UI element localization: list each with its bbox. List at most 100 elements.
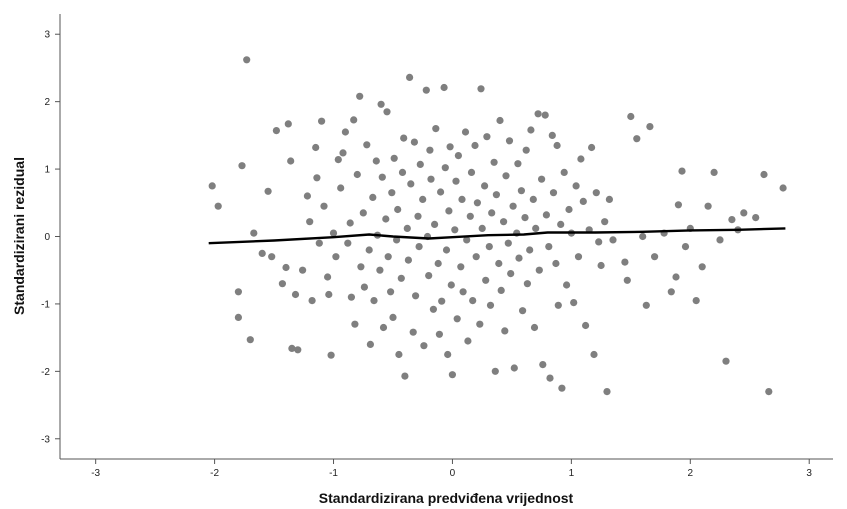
scatter-point (278, 280, 286, 288)
scatter-point (592, 189, 600, 197)
scatter-point (779, 184, 787, 192)
scatter-point (467, 168, 476, 176)
scatter-point (553, 141, 561, 150)
scatter-point (416, 160, 424, 168)
scatter-point (308, 297, 316, 305)
scatter-point (497, 286, 505, 294)
scatter-point (577, 155, 585, 163)
scatter-point (369, 193, 377, 201)
scatter-point (299, 266, 307, 274)
scatter-point (535, 266, 543, 274)
scatter-point (457, 263, 465, 271)
scatter-point (324, 273, 332, 281)
scatter-point (294, 346, 302, 354)
scatter-point (454, 152, 462, 160)
scatter-point (646, 123, 654, 131)
scatter-point (530, 323, 539, 332)
scatter-point (541, 111, 549, 119)
scatter-point (539, 361, 547, 369)
scatter-point (597, 261, 605, 270)
scatter-point (453, 315, 461, 323)
scatter-point (451, 226, 459, 234)
x-tick-label: 3 (806, 468, 812, 479)
scatter-point (526, 246, 534, 254)
x-tick-label: 0 (450, 468, 456, 479)
scatter-point (765, 388, 773, 396)
x-tick-label: -2 (210, 468, 219, 479)
x-tick-label: -3 (91, 468, 100, 479)
scatter-point (752, 214, 760, 222)
scatter-point (387, 288, 395, 296)
scatter-point (288, 344, 296, 352)
scatter-point (519, 307, 527, 315)
scatter-point (312, 143, 320, 152)
x-axis-title: Standardizirana predviđena vrijednost (319, 490, 574, 506)
scatter-point (517, 187, 526, 195)
scatter-point (339, 149, 347, 157)
scatter-point (477, 85, 485, 93)
scatter-point (334, 156, 342, 164)
scatter-point (509, 202, 517, 210)
scatter-point (549, 189, 558, 197)
scatter-point (486, 301, 495, 309)
y-tick-label: 3 (44, 30, 50, 41)
scatter-point (351, 320, 359, 328)
scatter-point (313, 174, 321, 182)
scatter-point (419, 195, 427, 203)
scatter-point (234, 288, 242, 296)
y-tick-label: -2 (41, 367, 50, 378)
scatter-point (303, 192, 311, 200)
scatter-point (472, 253, 480, 261)
x-ticks: -3 -2 -1 0 1 2 3 (91, 459, 812, 479)
scatter-point (574, 253, 583, 261)
scatter-point (250, 229, 258, 237)
scatter-point (365, 246, 373, 254)
scatter-point (258, 249, 266, 257)
scatter-point (388, 189, 396, 197)
scatter-point (238, 162, 246, 170)
scatter-point (382, 215, 390, 223)
x-tick-label: 2 (688, 468, 694, 479)
scatter-point (495, 259, 503, 268)
scatter-point (447, 281, 455, 289)
scatter-point (444, 350, 452, 359)
scatter-point (337, 184, 345, 192)
scatter-point (461, 128, 470, 136)
scatter-point (363, 141, 371, 149)
scatter-point (548, 131, 556, 139)
scatter-points (208, 56, 787, 396)
scatter-point (603, 388, 611, 396)
scatter-point (441, 164, 449, 172)
scatter-point (383, 108, 391, 116)
scatter-point (481, 182, 489, 190)
scatter-point (329, 229, 338, 237)
scatter-point (595, 238, 603, 246)
scatter-point (378, 173, 386, 181)
scatter-point (435, 330, 443, 338)
y-tick-label: -1 (41, 299, 50, 310)
scatter-point (448, 371, 456, 379)
scatter-point (521, 214, 529, 222)
scatter-point (344, 239, 352, 247)
scatter-point (522, 146, 530, 154)
x-tick-label: 1 (569, 468, 575, 479)
scatter-point (376, 266, 384, 274)
scatter-point (552, 259, 560, 268)
scatter-point (558, 384, 566, 392)
scatter-point (579, 197, 587, 205)
scatter-point (414, 212, 422, 220)
scatter-point (502, 172, 510, 180)
scatter-point (500, 218, 508, 226)
scatter-point (621, 258, 629, 266)
scatter-point (523, 280, 532, 288)
scatter-point (651, 253, 659, 261)
scatter-point (515, 254, 523, 262)
scatter-point (434, 259, 442, 268)
scatter-point (431, 220, 439, 228)
scatter-point (327, 351, 335, 359)
scatter-point (394, 205, 402, 214)
scatter-point (698, 263, 706, 271)
scatter-point (318, 117, 326, 125)
y-axis-title: Standardizirani rezidual (11, 157, 27, 315)
